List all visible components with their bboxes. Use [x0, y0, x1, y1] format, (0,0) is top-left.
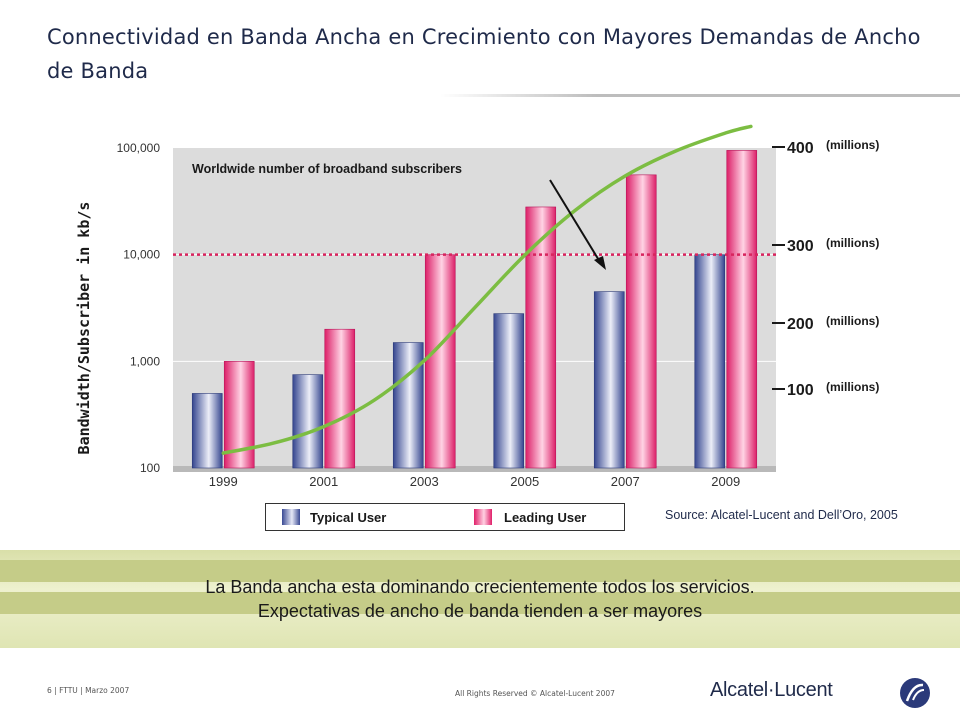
bar-typical-2001	[292, 374, 324, 469]
bar-typical-1999	[191, 393, 223, 469]
x-tick-label-2001: 2001	[309, 474, 338, 489]
subscribers-annotation: Worldwide number of broadband subscriber…	[192, 162, 462, 176]
chart-legend: Typical User Leading User	[265, 503, 625, 531]
x-tick-label-1999: 1999	[209, 474, 238, 489]
bar-leading-2003	[424, 254, 456, 469]
legend-label-typical: Typical User	[310, 510, 387, 525]
banner-line-1: La Banda ancha esta dominando crecientem…	[205, 577, 755, 597]
y-tick-label: 100	[140, 461, 160, 475]
bandwidth-chart: 100 1,000 10,000 100,000 1999 2001 2003 2005 20…	[75, 124, 879, 489]
legend-swatch-leading	[474, 509, 492, 525]
banner-text: La Banda ancha esta dominando crecientem…	[0, 575, 960, 623]
subscribers-growth-line	[221, 124, 753, 455]
plot-floor	[173, 466, 776, 472]
x-tick-label-2009: 2009	[711, 474, 740, 489]
bar-leading-2001	[324, 328, 356, 469]
annotation-arrow-head	[594, 256, 606, 270]
y-tick-label: 10,000	[123, 248, 160, 262]
right-axis-unit: (millions)	[826, 138, 879, 152]
bar-typical-2003	[392, 342, 424, 469]
bar-typical-2005	[493, 313, 525, 469]
bar-leading-2005	[525, 206, 557, 469]
right-axis-unit: (millions)	[826, 380, 879, 394]
x-tick-label-2007: 2007	[611, 474, 640, 489]
annotation-arrow-line	[549, 179, 601, 263]
right-axis-unit: (millions)	[826, 236, 879, 250]
slide-title: Connectividad en Banda Ancha en Crecimie…	[47, 25, 921, 83]
bar-typical-2007	[593, 291, 625, 469]
x-tick-label-2003: 2003	[410, 474, 439, 489]
right-axis-label-200: 200	[787, 316, 814, 333]
right-axis-unit: (millions)	[826, 314, 879, 328]
title-divider	[440, 94, 960, 97]
y-axis-label: Bandwidth/Subscriber in kb/s	[75, 202, 93, 455]
bar-leading-2007	[625, 174, 657, 469]
brand-logo-text: Alcatel·Lucent	[710, 679, 833, 701]
right-axis-label-100: 100	[787, 382, 814, 399]
banner-line-2: Expectativas de ancho de banda tienden a…	[257, 601, 703, 621]
right-axis-label-400: 400	[787, 140, 814, 157]
footer-copyright: All Rights Reserved © Alcatel-Lucent 200…	[455, 689, 615, 698]
bar-typical-2009	[694, 254, 726, 469]
y-tick-label: 100,000	[117, 141, 161, 155]
legend-label-leading: Leading User	[504, 510, 587, 525]
alcatel-lucent-logo-icon	[900, 678, 930, 708]
y-tick-label: 1,000	[130, 354, 160, 368]
footer-page-info: 6 | FTTU | Marzo 2007	[47, 686, 130, 695]
banner-stripe	[0, 560, 960, 582]
x-tick-label-2005: 2005	[510, 474, 539, 489]
bar-leading-2009	[726, 150, 758, 469]
source-note: Source: Alcatel-Lucent and Dell’Oro, 200…	[665, 508, 898, 522]
right-axis-label-300: 300	[787, 238, 814, 255]
legend-swatch-typical	[282, 509, 300, 525]
banner-stripe	[0, 592, 960, 614]
